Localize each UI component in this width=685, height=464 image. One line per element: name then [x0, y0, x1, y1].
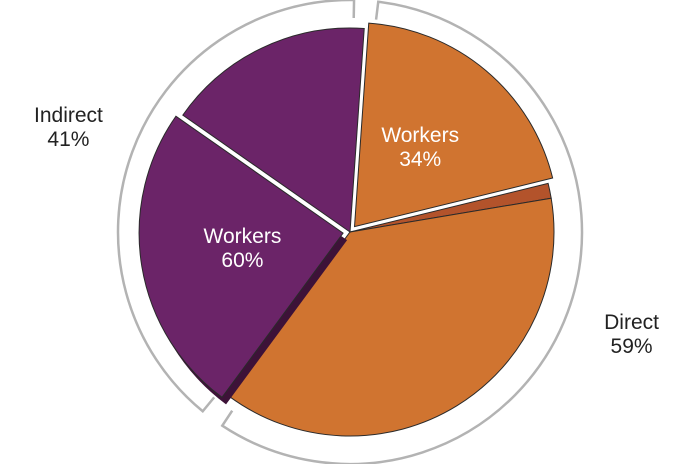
- slice-name: Workers: [204, 225, 282, 248]
- label-bg: [23, 102, 114, 155]
- slice: [353, 22, 554, 228]
- group-bracket: [116, 0, 356, 414]
- group-value: 41%: [47, 128, 89, 151]
- slice: [138, 115, 344, 399]
- slice: [182, 27, 365, 233]
- label-bg: [586, 309, 677, 362]
- group-name: Direct: [604, 311, 659, 334]
- group-value: 59%: [611, 335, 653, 358]
- slice: [228, 197, 555, 437]
- slice-name: Workers: [381, 124, 459, 147]
- slice-value: 60%: [221, 249, 263, 272]
- slice-value: 34%: [399, 148, 441, 171]
- group-name: Indirect: [34, 104, 103, 127]
